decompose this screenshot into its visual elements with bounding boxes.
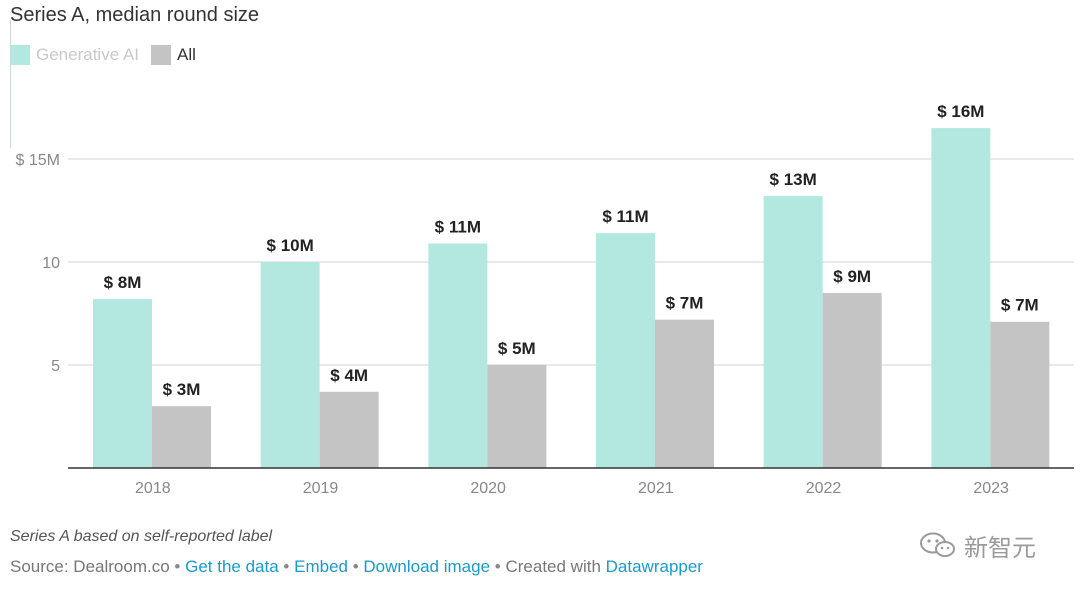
legend-label-generative-ai: Generative AI	[36, 45, 140, 64]
x-tick-label: 2023	[973, 480, 1009, 497]
bar-all	[152, 406, 211, 468]
data-label: $ 11M	[435, 217, 481, 236]
source-text: Source: Dealroom.co	[10, 557, 170, 576]
bar-all	[990, 321, 1050, 468]
data-label: $ 16M	[937, 102, 984, 121]
bar-generative-ai	[260, 262, 320, 468]
source-line: Source: Dealroom.co • Get the data • Emb…	[10, 557, 703, 577]
data-label: $ 5M	[498, 339, 536, 358]
bar-generative-ai	[428, 243, 488, 468]
legend-swatch-all	[151, 45, 172, 65]
get-the-data-link[interactable]: Get the data	[185, 557, 279, 576]
data-label: $ 7M	[666, 294, 704, 313]
wechat-icon	[920, 532, 955, 557]
bar-all	[655, 319, 714, 468]
bar-chart: 5 10 $ 15M $ 8M $ 3M 2018 $ 10M $ 4M 2019 $ 11M $ …	[16, 102, 1074, 497]
embed-link[interactable]: Embed	[294, 557, 348, 576]
datawrapper-link[interactable]: Datawrapper	[605, 557, 703, 576]
separator: •	[283, 557, 290, 576]
y-tick-label: 5	[51, 358, 60, 375]
created-with-text: Created with	[505, 557, 601, 576]
watermark: 新智元	[918, 530, 1036, 562]
watermark-text: 新智元	[964, 533, 1036, 562]
separator: •	[352, 557, 359, 576]
data-label: $ 3M	[163, 380, 201, 399]
x-tick-label: 2021	[638, 480, 674, 497]
download-image-link[interactable]: Download image	[363, 557, 491, 576]
bar-all	[822, 292, 882, 468]
x-tick-label: 2019	[303, 480, 339, 497]
y-tick-label: $ 15M	[16, 152, 60, 169]
bar-generative-ai	[93, 299, 152, 468]
legend-item-all: All	[151, 45, 196, 65]
data-label: $ 9M	[833, 267, 871, 286]
left-edge-line	[10, 20, 11, 148]
separator: •	[174, 557, 181, 576]
bar-all	[487, 365, 547, 468]
separator: •	[494, 557, 501, 576]
legend-item-generative-ai: Generative AI	[10, 45, 139, 65]
legend: Generative AI All	[10, 44, 208, 66]
bar-generative-ai	[596, 233, 655, 468]
data-label: $ 8M	[104, 273, 142, 292]
bar-generative-ai	[931, 128, 991, 468]
data-label: $ 10M	[267, 236, 314, 255]
legend-label-all: All	[177, 45, 196, 64]
x-tick-label: 2020	[470, 480, 506, 497]
legend-swatch-generative-ai	[10, 45, 30, 65]
data-label: $ 11M	[602, 207, 648, 226]
x-tick-label: 2022	[806, 480, 842, 497]
data-label: $ 13M	[770, 170, 817, 189]
data-label: $ 4M	[330, 366, 368, 385]
footnote: Series A based on self-reported label	[10, 528, 273, 545]
data-label: $ 7M	[1001, 296, 1039, 315]
chart-title: Series A, median round size	[10, 4, 260, 26]
bar-all	[319, 391, 379, 468]
y-tick-label: 10	[42, 255, 60, 272]
x-tick-label: 2018	[135, 480, 171, 497]
bar-generative-ai	[763, 196, 823, 468]
